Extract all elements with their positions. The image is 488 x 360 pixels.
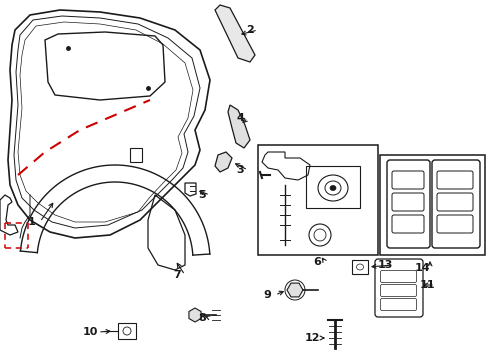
Polygon shape bbox=[188, 308, 201, 322]
Text: 10: 10 bbox=[82, 327, 98, 337]
Text: 11: 11 bbox=[418, 280, 434, 290]
Polygon shape bbox=[227, 105, 249, 148]
Text: 8: 8 bbox=[198, 313, 205, 323]
Text: 12: 12 bbox=[304, 333, 319, 343]
Text: 3: 3 bbox=[236, 165, 244, 175]
Text: 2: 2 bbox=[245, 25, 253, 35]
Text: 4: 4 bbox=[236, 113, 244, 123]
Polygon shape bbox=[286, 283, 303, 297]
Ellipse shape bbox=[329, 185, 335, 190]
Polygon shape bbox=[215, 5, 254, 62]
FancyBboxPatch shape bbox=[379, 155, 484, 255]
Text: 14: 14 bbox=[413, 263, 429, 273]
Text: 7: 7 bbox=[173, 270, 181, 280]
Text: 5: 5 bbox=[198, 190, 205, 200]
FancyBboxPatch shape bbox=[258, 145, 377, 255]
Polygon shape bbox=[215, 152, 231, 172]
Text: 13: 13 bbox=[377, 260, 392, 270]
Text: 9: 9 bbox=[263, 290, 270, 300]
Text: 1: 1 bbox=[28, 217, 36, 227]
Text: 6: 6 bbox=[312, 257, 320, 267]
